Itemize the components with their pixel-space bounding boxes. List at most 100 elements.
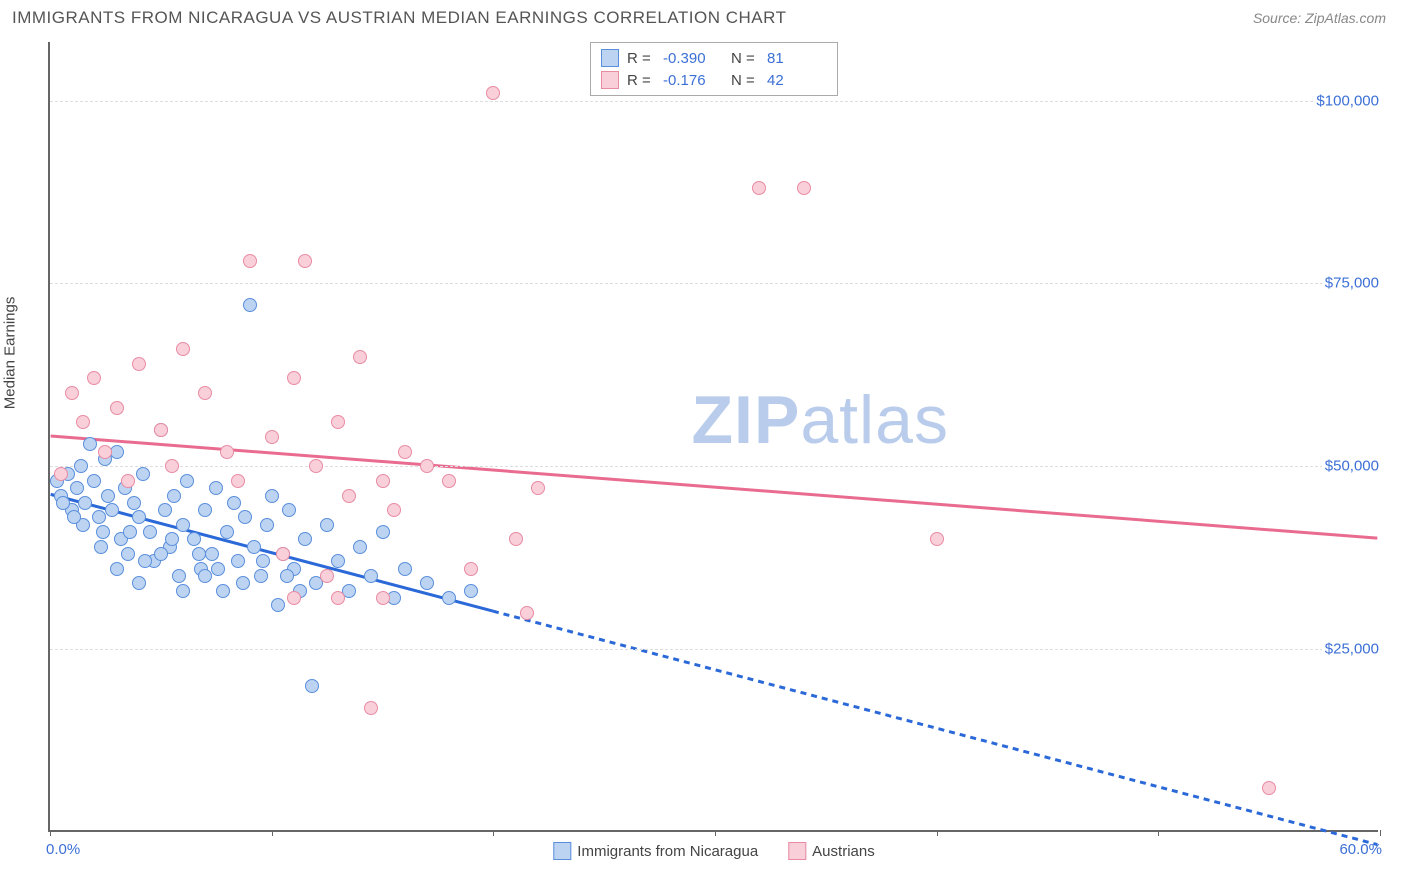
scatter-point	[67, 510, 81, 524]
scatter-point	[231, 554, 245, 568]
scatter-point	[70, 481, 84, 495]
scatter-point	[236, 576, 250, 590]
scatter-point	[96, 525, 110, 539]
scatter-point	[353, 350, 367, 364]
scatter-point	[387, 503, 401, 517]
legend-r-value-2: -0.176	[663, 72, 723, 89]
scatter-point	[331, 415, 345, 429]
scatter-point	[420, 459, 434, 473]
scatter-point	[165, 459, 179, 473]
regression-line	[493, 611, 1377, 844]
scatter-point	[132, 357, 146, 371]
scatter-point	[87, 474, 101, 488]
chart-title: IMMIGRANTS FROM NICARAGUA VS AUSTRIAN ME…	[12, 8, 786, 28]
scatter-point	[211, 562, 225, 576]
legend-row-series-1: R = -0.390 N = 81	[601, 47, 827, 69]
chart-container: Median Earnings ZIPatlas R = -0.390 N = …	[0, 32, 1406, 882]
chart-header: IMMIGRANTS FROM NICARAGUA VS AUSTRIAN ME…	[0, 0, 1406, 32]
series-legend-item-2: Austrians	[788, 842, 875, 860]
scatter-point	[98, 445, 112, 459]
legend-row-series-2: R = -0.176 N = 42	[601, 69, 827, 91]
scatter-point	[260, 518, 274, 532]
scatter-point	[123, 525, 137, 539]
legend-r-value-1: -0.390	[663, 50, 723, 67]
scatter-point	[54, 467, 68, 481]
x-max-label: 60.0%	[1339, 841, 1382, 858]
scatter-point	[398, 562, 412, 576]
legend-swatch-2	[788, 842, 806, 860]
scatter-point	[320, 569, 334, 583]
scatter-point	[121, 474, 135, 488]
x-tick	[937, 830, 938, 836]
scatter-point	[464, 584, 478, 598]
gridline	[50, 466, 1378, 467]
scatter-point	[176, 342, 190, 356]
scatter-point	[136, 467, 150, 481]
scatter-point	[198, 503, 212, 517]
x-tick	[1158, 830, 1159, 836]
scatter-point	[364, 701, 378, 715]
scatter-point	[265, 430, 279, 444]
scatter-point	[238, 510, 252, 524]
scatter-point	[331, 591, 345, 605]
scatter-point	[376, 474, 390, 488]
scatter-point	[420, 576, 434, 590]
scatter-point	[176, 518, 190, 532]
scatter-point	[216, 584, 230, 598]
y-tick-label: $50,000	[1322, 458, 1382, 475]
y-tick-label: $75,000	[1322, 275, 1382, 292]
scatter-point	[121, 547, 135, 561]
scatter-point	[442, 474, 456, 488]
scatter-point	[209, 481, 223, 495]
x-tick	[1380, 830, 1381, 836]
series-legend-item-1: Immigrants from Nicaragua	[553, 842, 758, 860]
plot-area: ZIPatlas R = -0.390 N = 81 R = -0.176 N …	[48, 42, 1378, 832]
scatter-point	[276, 547, 290, 561]
legend-swatch-1	[553, 842, 571, 860]
scatter-point	[247, 540, 261, 554]
scatter-point	[353, 540, 367, 554]
scatter-point	[520, 606, 534, 620]
scatter-point	[752, 181, 766, 195]
scatter-point	[92, 510, 106, 524]
scatter-point	[165, 532, 179, 546]
scatter-point	[298, 532, 312, 546]
gridline	[50, 283, 1378, 284]
scatter-point	[154, 423, 168, 437]
legend-swatch-1	[601, 49, 619, 67]
scatter-point	[298, 254, 312, 268]
legend-label-n: N =	[731, 50, 759, 67]
gridline	[50, 649, 1378, 650]
x-min-label: 0.0%	[46, 841, 80, 858]
scatter-point	[167, 489, 181, 503]
scatter-point	[442, 591, 456, 605]
source-attribution: Source: ZipAtlas.com	[1253, 10, 1386, 26]
scatter-point	[143, 525, 157, 539]
series-name-2: Austrians	[812, 843, 875, 860]
scatter-point	[180, 474, 194, 488]
scatter-point	[205, 547, 219, 561]
source-prefix: Source:	[1253, 10, 1305, 26]
y-axis-label: Median Earnings	[2, 297, 19, 410]
scatter-point	[930, 532, 944, 546]
scatter-point	[227, 496, 241, 510]
scatter-point	[76, 415, 90, 429]
y-tick-label: $25,000	[1322, 641, 1382, 658]
scatter-point	[65, 386, 79, 400]
scatter-point	[320, 518, 334, 532]
scatter-point	[87, 371, 101, 385]
scatter-point	[110, 401, 124, 415]
y-tick-label: $100,000	[1313, 92, 1382, 109]
scatter-point	[101, 489, 115, 503]
scatter-point	[364, 569, 378, 583]
scatter-point	[132, 510, 146, 524]
scatter-point	[154, 547, 168, 561]
legend-label-r: R =	[627, 72, 655, 89]
scatter-point	[254, 569, 268, 583]
scatter-point	[176, 584, 190, 598]
correlation-legend: R = -0.390 N = 81 R = -0.176 N = 42	[590, 42, 838, 96]
x-tick	[272, 830, 273, 836]
scatter-point	[287, 371, 301, 385]
scatter-point	[94, 540, 108, 554]
scatter-point	[309, 459, 323, 473]
